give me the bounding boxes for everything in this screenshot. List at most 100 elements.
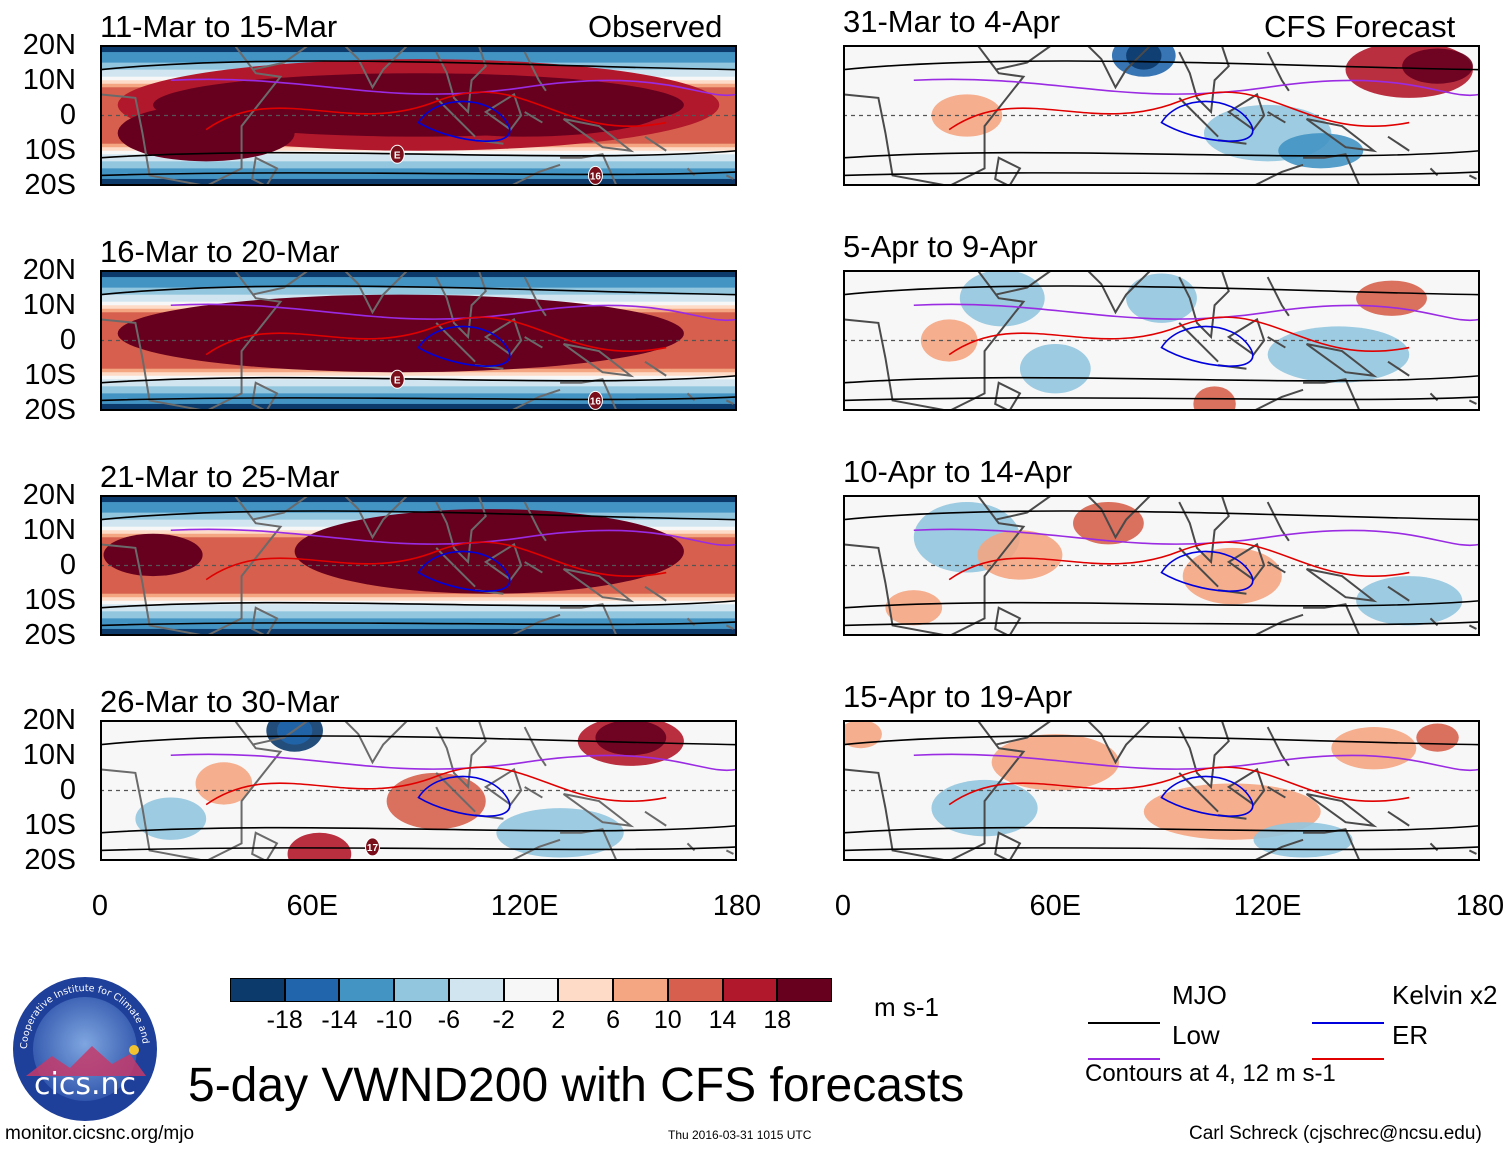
footer-timestamp: Thu 2016-03-31 1015 UTC bbox=[668, 1128, 812, 1142]
colorbar-label: -10 bbox=[376, 1006, 413, 1034]
contour-kelvin bbox=[1160, 325, 1254, 367]
footer-author: Carl Schreck (cjschrec@ncsu.edu) bbox=[1189, 1123, 1482, 1144]
panel-map bbox=[843, 720, 1480, 861]
coastline-madagascar bbox=[251, 831, 279, 861]
contour-mjo bbox=[100, 510, 737, 521]
lat-tick-label: 20N bbox=[22, 29, 76, 61]
panel-frame bbox=[100, 720, 737, 861]
coastline-africa bbox=[843, 495, 1026, 636]
contour-er bbox=[205, 91, 667, 131]
anomaly-patch bbox=[1402, 48, 1473, 84]
coastline-africa bbox=[843, 45, 1026, 186]
anomaly-patch bbox=[383, 80, 667, 137]
panel-frame bbox=[843, 45, 1480, 186]
lat-tick-label: 0 bbox=[59, 549, 76, 581]
contour-er bbox=[948, 766, 1410, 806]
colorbar-swatch bbox=[284, 978, 340, 1002]
colorbar-swatch bbox=[448, 978, 504, 1002]
colorbar-swatch bbox=[503, 978, 559, 1002]
legend-label-mjo: MJO bbox=[1172, 980, 1227, 1010]
contour-er bbox=[205, 316, 667, 356]
contour-group bbox=[100, 285, 737, 402]
panel-frame bbox=[843, 720, 1480, 861]
anomaly-patch bbox=[195, 762, 253, 805]
contour-kelvin bbox=[417, 325, 511, 367]
panel-frame bbox=[100, 495, 737, 636]
storm-marker: 16 bbox=[587, 165, 603, 185]
anomaly-patch bbox=[1267, 326, 1410, 383]
storm-marker-label: 16 bbox=[590, 171, 602, 182]
coastline-arabia bbox=[994, 45, 1053, 71]
storm-marker-shape bbox=[364, 837, 380, 857]
coastline-indochina bbox=[1178, 720, 1230, 790]
contour-group bbox=[843, 510, 1480, 627]
panel-title: 5-Apr to 9-Apr bbox=[843, 229, 1038, 264]
cics-logo-graphic: Cooperative Institute for Climate and Sa… bbox=[9, 968, 157, 1121]
coastline-madagascar bbox=[994, 606, 1022, 636]
coastline-group bbox=[100, 720, 734, 861]
coastline-africa bbox=[100, 720, 283, 861]
contour-er bbox=[948, 316, 1410, 356]
lat-tick-label: 10N bbox=[22, 289, 76, 321]
panel-map: E 16 bbox=[100, 45, 737, 186]
storm-marker: E bbox=[389, 144, 405, 164]
contour-group bbox=[100, 60, 737, 177]
coastline-africa bbox=[843, 720, 1026, 861]
colorbar-label: 10 bbox=[653, 1006, 682, 1034]
lon-tick-label: 120E bbox=[1233, 890, 1302, 922]
legend-label-er: ER bbox=[1392, 1020, 1429, 1050]
contour-mjo bbox=[100, 621, 737, 627]
lat-tick-label: 20N bbox=[22, 479, 76, 511]
anomaly-patch bbox=[276, 720, 313, 745]
coastline-arabia bbox=[251, 495, 310, 521]
contour-mjo bbox=[843, 824, 1480, 834]
contour-low bbox=[170, 753, 737, 772]
panel-title: 21-Mar to 25-Mar bbox=[100, 459, 340, 494]
contour-mjo bbox=[100, 599, 737, 609]
storm-marker-label: E bbox=[394, 375, 401, 386]
anomaly-patch bbox=[991, 734, 1120, 791]
anomaly-patch bbox=[1126, 273, 1197, 323]
contour-er bbox=[948, 541, 1410, 581]
colorbar-swatch bbox=[558, 978, 614, 1002]
contour-group bbox=[843, 285, 1480, 402]
anomaly-patch bbox=[1356, 280, 1427, 316]
anomaly-patch bbox=[1331, 727, 1417, 770]
lat-tick-label: 20N bbox=[22, 704, 76, 736]
contour-mjo bbox=[100, 824, 737, 834]
lat-tick-label: 20S bbox=[24, 169, 76, 201]
panel-title: 16-Mar to 20-Mar bbox=[100, 234, 340, 269]
coastline-madagascar bbox=[994, 156, 1022, 186]
coastline-arabia bbox=[994, 270, 1053, 296]
coastline-indochina bbox=[1178, 495, 1230, 565]
anomaly-patch bbox=[977, 530, 1063, 580]
panel-title: 10-Apr to 14-Apr bbox=[843, 454, 1073, 489]
colorbar-label: -18 bbox=[266, 1006, 303, 1034]
lat-tick-label: 10S bbox=[24, 809, 76, 841]
lat-tick-label: 20S bbox=[24, 394, 76, 426]
contour-mjo bbox=[100, 60, 737, 71]
anomaly-patch bbox=[117, 104, 295, 162]
contour-er bbox=[205, 541, 667, 581]
contour-low bbox=[170, 78, 737, 97]
colorbar-label: -6 bbox=[437, 1006, 461, 1034]
logo-text: cics.nc bbox=[34, 1067, 136, 1102]
coastline-indochina bbox=[1178, 45, 1230, 115]
lon-tick-label: 0 bbox=[91, 890, 109, 922]
panel-map bbox=[100, 495, 737, 636]
contour-mjo bbox=[100, 735, 737, 746]
coastline-arabia bbox=[994, 495, 1053, 521]
contour-mjo bbox=[843, 735, 1480, 746]
contour-er bbox=[205, 766, 667, 806]
storm-marker-shape bbox=[389, 369, 405, 389]
footer-url[interactable]: monitor.cicsnc.org/mjo bbox=[5, 1123, 195, 1144]
lon-tick-label: 120E bbox=[490, 890, 559, 922]
lat-tick-label: 20S bbox=[24, 619, 76, 651]
colorbar-label: -2 bbox=[492, 1006, 515, 1034]
coastline-group bbox=[843, 495, 1477, 636]
storm-marker-label: 17 bbox=[367, 843, 379, 854]
storm-marker-label: E bbox=[394, 150, 401, 161]
coastline-madagascar bbox=[994, 381, 1022, 411]
panel-title: 11-Mar to 15-Mar bbox=[100, 9, 338, 44]
coastline-madagascar bbox=[251, 606, 279, 636]
